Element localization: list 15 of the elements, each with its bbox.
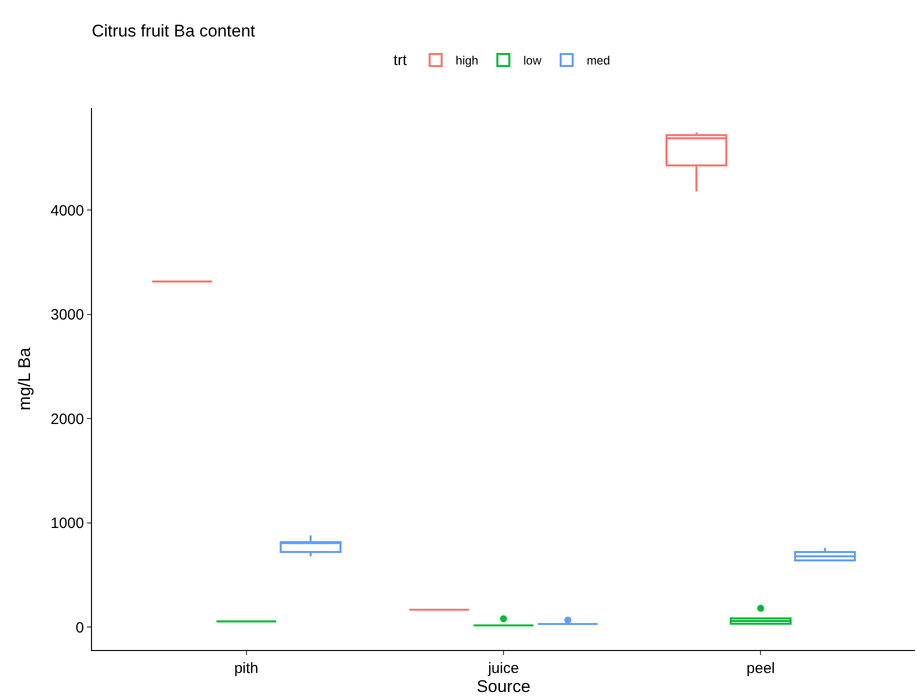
legend-label: high	[456, 54, 478, 68]
y-tick-label: 0	[76, 619, 84, 636]
legend-label: med	[586, 54, 610, 68]
x-tick-label: pith	[234, 660, 258, 677]
x-axis-title: Source	[476, 677, 530, 696]
legend-title: trt	[394, 52, 408, 69]
y-tick-label: 4000	[50, 202, 84, 220]
y-axis-title: mg/L Ba	[15, 347, 34, 410]
legend-label: low	[523, 54, 542, 68]
x-tick-label: juice	[487, 660, 519, 677]
x-tick-label: peel	[746, 660, 775, 677]
chart-title: Citrus fruit Ba content	[92, 21, 256, 40]
y-tick-label: 3000	[50, 306, 84, 324]
y-tick-label: 1000	[50, 515, 84, 532]
y-tick-label: 2000	[50, 410, 84, 428]
